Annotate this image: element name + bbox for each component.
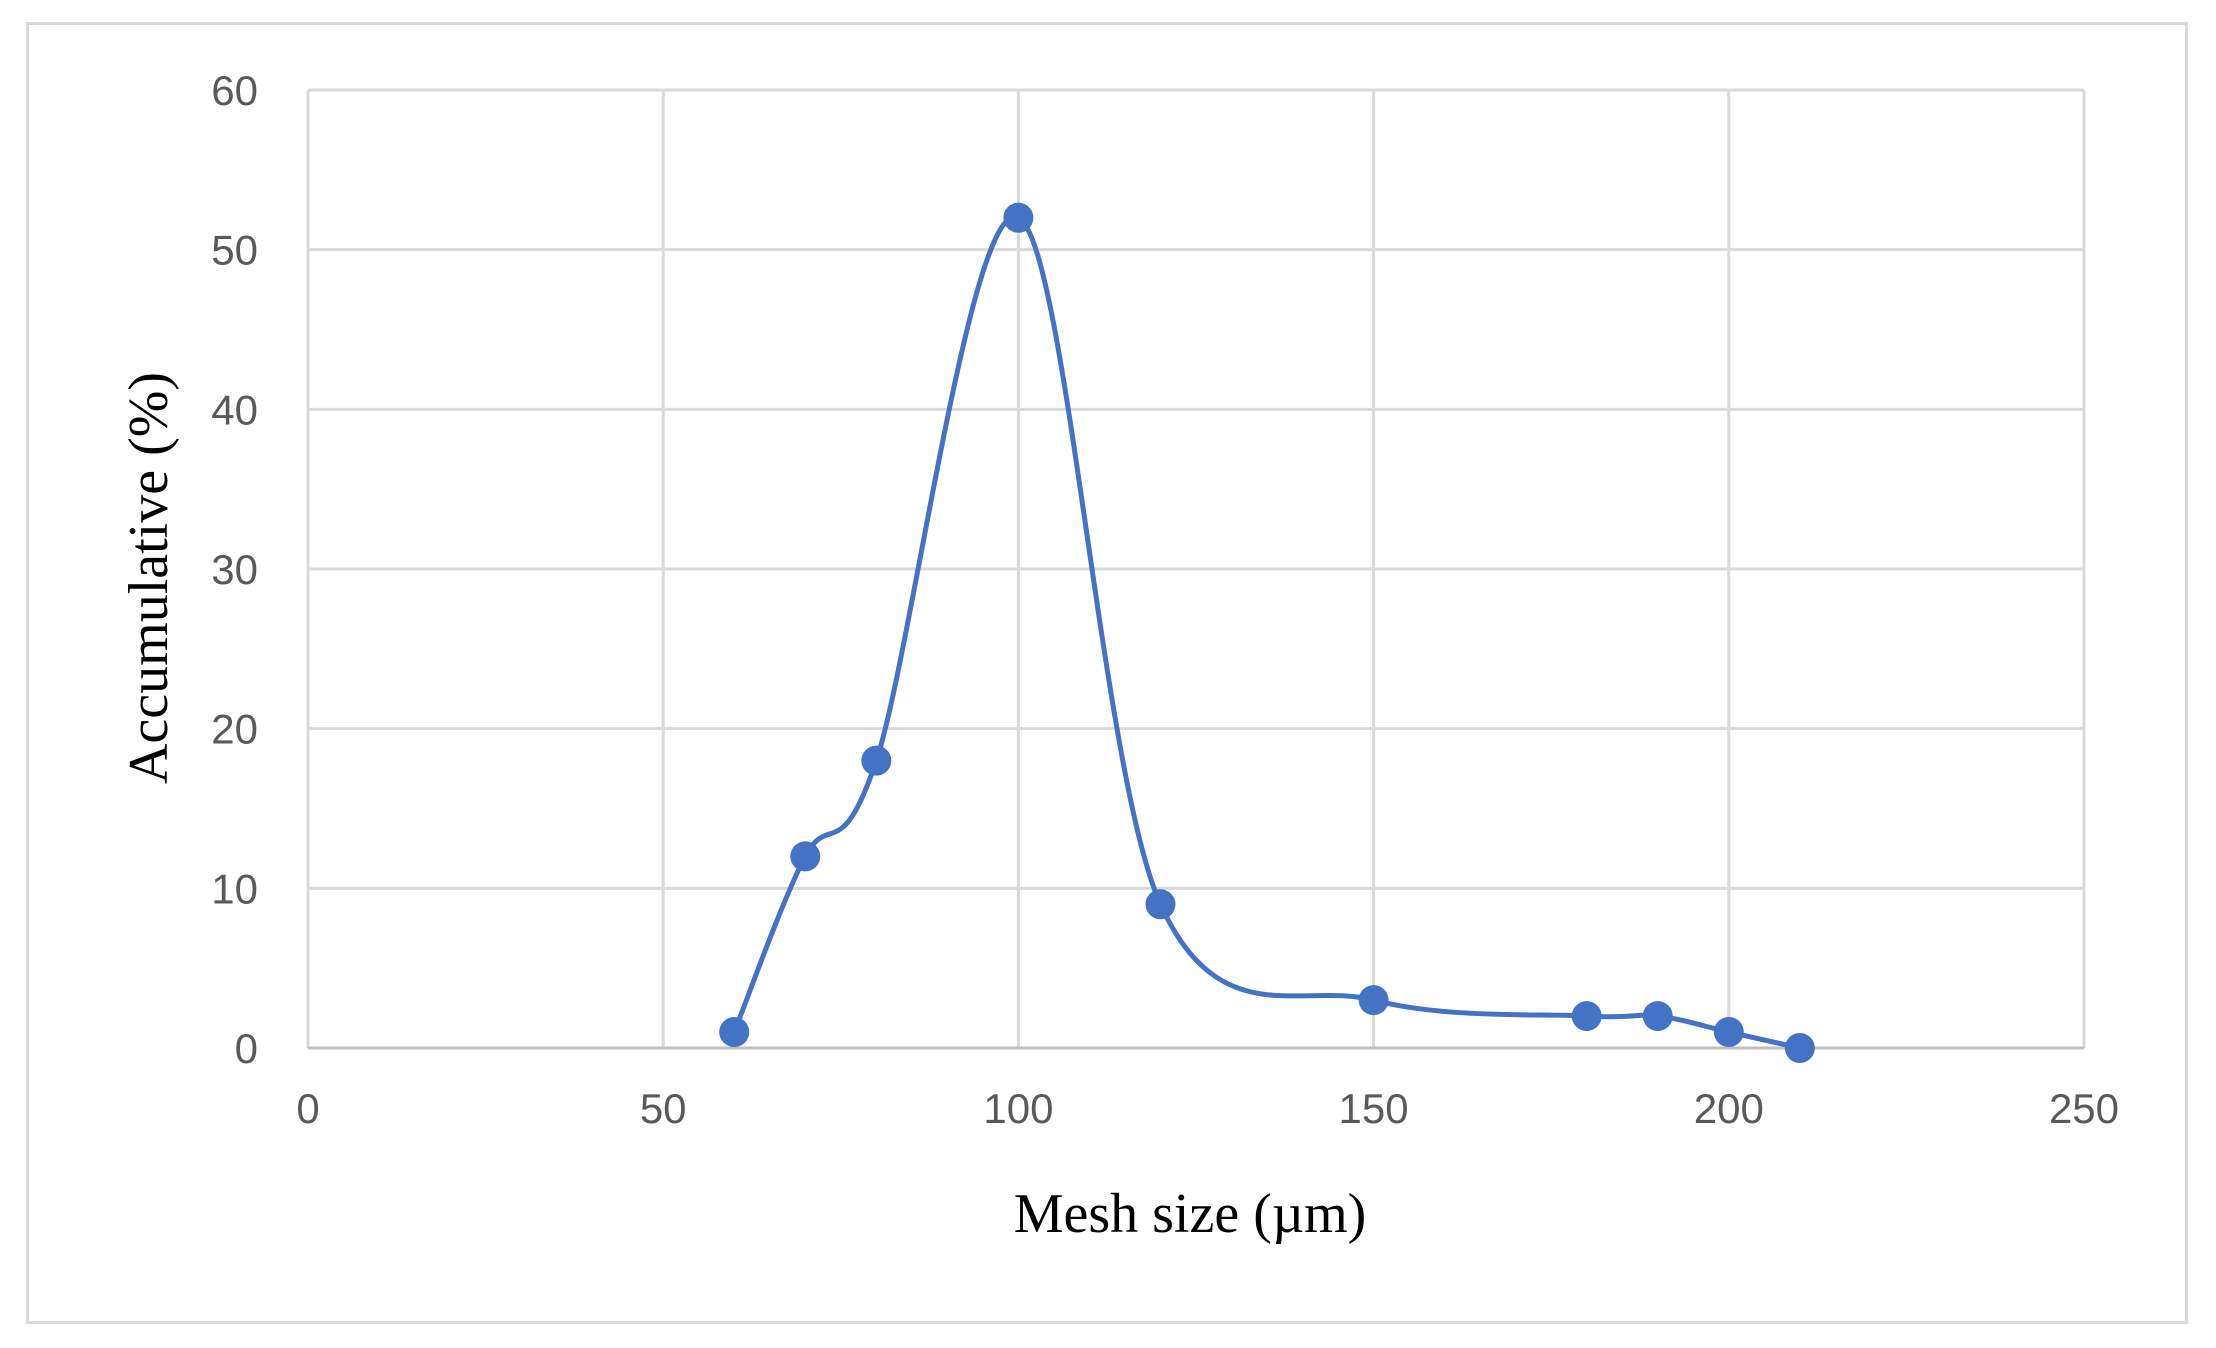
y-tick-label: 0 [235, 1025, 258, 1072]
series-layer [719, 202, 1815, 1063]
x-tick-label: 100 [983, 1085, 1053, 1132]
y-tick-label: 30 [211, 546, 258, 593]
data-point [1784, 1033, 1815, 1063]
x-tick-label: 50 [640, 1085, 687, 1132]
y-tick-label: 10 [211, 865, 258, 912]
tick-labels: 0 50 100 150 200 250 0 10 20 30 40 50 60 [211, 67, 2119, 1132]
data-point [1145, 889, 1176, 920]
data-point [790, 841, 821, 872]
x-tick-label: 0 [296, 1085, 319, 1132]
y-tick-label: 60 [211, 67, 258, 114]
data-point [1642, 1001, 1673, 1032]
data-point [1358, 985, 1389, 1016]
y-axis-title: Accumulative (%) [118, 372, 180, 784]
y-tick-label: 20 [211, 706, 258, 753]
grid [306, 88, 2086, 1050]
y-tick-label: 40 [211, 386, 258, 433]
y-tick-label: 50 [211, 227, 258, 274]
data-point [719, 1017, 750, 1048]
x-tick-label: 150 [1339, 1085, 1409, 1132]
data-point [1571, 1001, 1602, 1032]
data-point [861, 745, 892, 776]
data-point [1003, 202, 1034, 233]
x-tick-label: 200 [1694, 1085, 1764, 1132]
x-tick-label: 250 [2049, 1085, 2119, 1132]
data-point [1713, 1017, 1744, 1048]
series-line [731, 214, 1801, 1051]
x-axis-title: Mesh size (µm) [1014, 1183, 1367, 1245]
